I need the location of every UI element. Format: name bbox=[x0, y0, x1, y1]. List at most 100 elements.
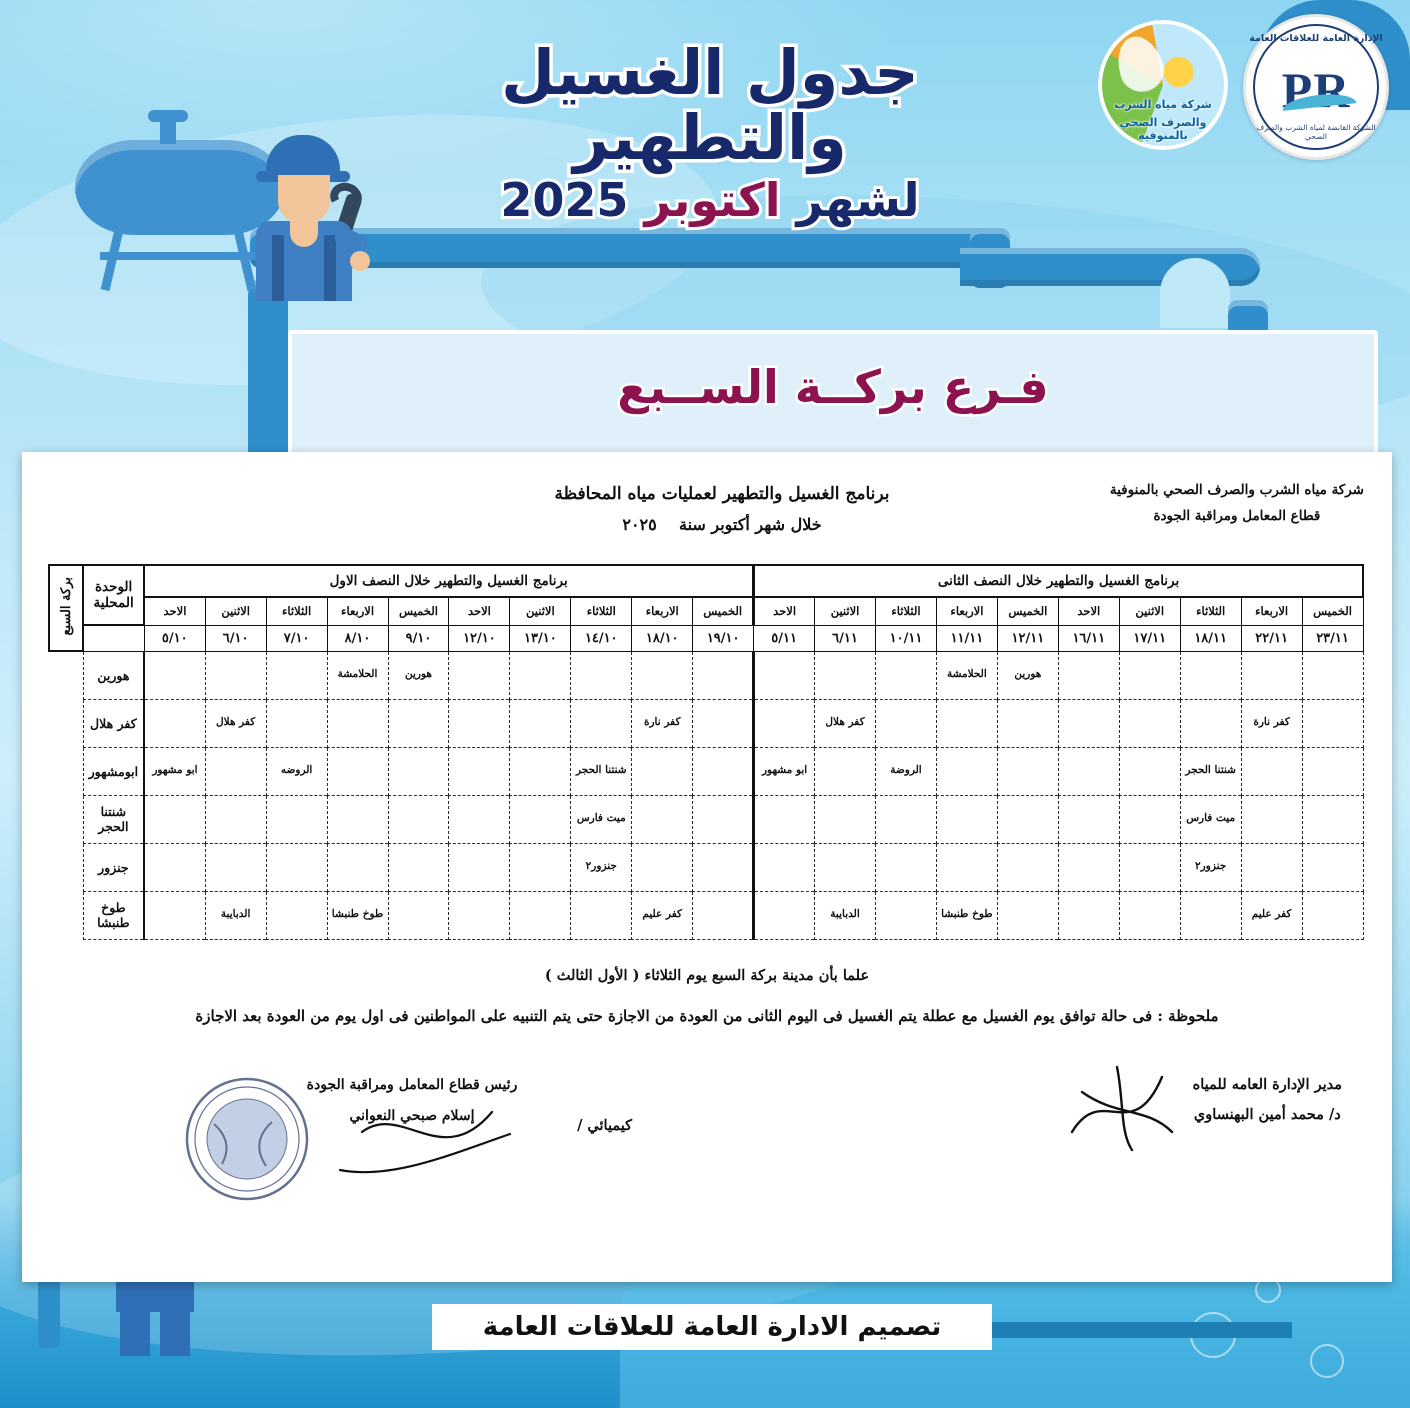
schedule-empty-cell bbox=[692, 650, 756, 700]
schedule-empty-cell bbox=[326, 698, 389, 748]
program-period: خلال شهر أكتوبر سنة ٢٠٢٥ bbox=[462, 510, 982, 540]
schedule-empty-cell bbox=[692, 746, 756, 796]
day-header: الاثنين bbox=[814, 596, 876, 626]
schedule-empty-cell bbox=[692, 890, 756, 940]
local-unit-name: ابومشهور bbox=[82, 746, 146, 796]
schedule-table-body: هورين الحلامشة هورين الحلامشة هورين كفر نارة ك… bbox=[49, 650, 1364, 940]
schedule-empty-cell bbox=[1057, 842, 1120, 892]
schedule-empty-cell bbox=[448, 650, 511, 700]
schedule-empty-cell bbox=[875, 650, 937, 700]
worker-strap bbox=[272, 235, 284, 301]
local-unit-name: هورين bbox=[82, 650, 146, 700]
program-title-block: برنامج الغسيل والتطهير لعمليات مياه المح… bbox=[462, 478, 982, 541]
date-cell: ١٩/١٠ bbox=[692, 624, 755, 652]
logo-company-line1: شركة مياه الشرب bbox=[1114, 98, 1212, 111]
date-cell: ١٨/١١ bbox=[1179, 624, 1242, 652]
table-row: هورين الحلامشة هورين الحلامشة هورين bbox=[49, 650, 1364, 700]
unit-column-header: الوحدة المحلية bbox=[81, 564, 146, 626]
credit-accent-bar bbox=[992, 1322, 1292, 1338]
handwritten-signature-right bbox=[1070, 1065, 1174, 1152]
schedule-empty-cell bbox=[143, 842, 206, 892]
schedule-empty-cell bbox=[509, 698, 572, 748]
table-row: كفر عليم طوخ طنبشا الدبايبة كفر عليم طوخ طنب… bbox=[49, 890, 1364, 940]
schedule-empty-cell bbox=[814, 842, 876, 892]
globe-icon bbox=[1098, 20, 1228, 150]
table-row: شنتنا الحجر الروضة ابو مشهور شنتنا الحجر الر… bbox=[49, 746, 1364, 796]
schedule-entry: ابو مشهور bbox=[753, 746, 816, 796]
schedule-empty-cell bbox=[631, 794, 694, 844]
schedule-empty-cell bbox=[875, 842, 937, 892]
schedule-empty-cell bbox=[387, 698, 450, 748]
schedule-entry: كفر هلال bbox=[814, 698, 876, 748]
company-identity-block: شركة مياه الشرب والصرف الصحي بالمنوفية ق… bbox=[1110, 478, 1364, 529]
company-sector: قطاع المعامل ومراقبة الجودة bbox=[1153, 507, 1321, 524]
pr-arc-bottom-text: الشركة القابضة لمياه الشرب والصرف الصحي bbox=[1256, 123, 1376, 141]
day-header: الخميس bbox=[387, 596, 450, 626]
schedule-empty-cell bbox=[1179, 650, 1242, 700]
schedule-empty-cell bbox=[509, 794, 572, 844]
day-header: الاثنين bbox=[204, 596, 267, 626]
schedule-entry: الدبايبة bbox=[814, 890, 876, 940]
official-round-stamp bbox=[185, 1077, 309, 1201]
worker-hand bbox=[350, 251, 370, 271]
local-unit-name: كفر هلال bbox=[82, 698, 146, 748]
schedule-entry: هورين bbox=[387, 650, 450, 700]
schedule-empty-cell bbox=[1240, 650, 1303, 700]
schedule-entry: ميت فارس bbox=[1179, 794, 1242, 844]
schedule-empty-cell bbox=[814, 746, 876, 796]
schedule-entry: الحلامشة bbox=[326, 650, 389, 700]
schedule-empty-cell bbox=[935, 698, 998, 748]
schedule-empty-cell bbox=[875, 698, 937, 748]
worker-illustration bbox=[238, 135, 371, 301]
handwritten-signature-left bbox=[338, 1110, 512, 1174]
date-cell: ٥/١٠ bbox=[143, 624, 206, 652]
program-year: ٢٠٢٥ bbox=[622, 515, 657, 535]
pipe-illustration bbox=[248, 280, 288, 470]
schedule-empty-cell bbox=[1118, 890, 1181, 940]
schedule-empty-cell bbox=[935, 794, 998, 844]
date-cell: ٧/١٠ bbox=[265, 624, 328, 652]
schedule-empty-cell bbox=[1179, 890, 1242, 940]
worker-collar bbox=[290, 221, 318, 247]
schedule-empty-cell bbox=[753, 698, 816, 748]
day-header: الاثنين bbox=[509, 596, 572, 626]
signature-left-role: كيميائي / bbox=[577, 1117, 632, 1134]
schedule-empty-cell bbox=[143, 890, 206, 940]
schedule-empty-cell bbox=[996, 746, 1059, 796]
schedule-empty-cell bbox=[996, 842, 1059, 892]
schedule-empty-cell bbox=[448, 842, 511, 892]
schedule-empty-cell bbox=[204, 842, 267, 892]
date-cell: ١٨/١٠ bbox=[631, 624, 694, 652]
schedule-empty-cell bbox=[570, 890, 633, 940]
schedule-empty-cell bbox=[1057, 890, 1120, 940]
schedule-note-center: علما بأن مدينة بركة السبع يوم الثلاثاء (… bbox=[544, 967, 870, 984]
schedule-table: برنامج الغسيل والتطهير خلال النصف الثانى… bbox=[48, 564, 1365, 940]
faint-stamp-mark bbox=[102, 482, 232, 520]
schedule-empty-cell bbox=[1301, 794, 1364, 844]
half1-group-header: برنامج الغسيل والتطهير خلال النصف الاول bbox=[143, 564, 756, 598]
signature-block-right: مدير الإدارة العامه للمياه د/ محمد أمين … bbox=[1193, 1070, 1342, 1131]
worker-face bbox=[278, 175, 330, 223]
schedule-empty-cell bbox=[448, 746, 511, 796]
day-header: الاحد bbox=[1057, 596, 1120, 626]
headline-sub: لشهر اكتوبر 2025 bbox=[380, 173, 1040, 227]
branch-title: فـرع بركــة الســبع bbox=[615, 358, 1051, 417]
schedule-empty-cell bbox=[996, 794, 1059, 844]
date-cell: ١٣/١٠ bbox=[509, 624, 572, 652]
schedule-empty-cell bbox=[1301, 842, 1364, 892]
schedule-empty-cell bbox=[570, 650, 633, 700]
schedule-empty-cell bbox=[996, 698, 1059, 748]
water-tank-icon bbox=[75, 140, 285, 235]
schedule-empty-cell bbox=[1301, 890, 1364, 940]
schedule-empty-cell bbox=[753, 842, 816, 892]
schedule-empty-cell bbox=[509, 842, 572, 892]
schedule-empty-cell bbox=[265, 650, 328, 700]
schedule-empty-cell bbox=[265, 794, 328, 844]
date-cell: ٥/١١ bbox=[753, 624, 816, 652]
day-header: الثلاثاء bbox=[570, 596, 633, 626]
schedule-empty-cell bbox=[448, 794, 511, 844]
date-cell: ١٠/١١ bbox=[875, 624, 937, 652]
helmet-icon bbox=[266, 135, 340, 175]
day-header: الثلاثاء bbox=[265, 596, 328, 626]
day-header: الاربعاء bbox=[1240, 596, 1303, 626]
